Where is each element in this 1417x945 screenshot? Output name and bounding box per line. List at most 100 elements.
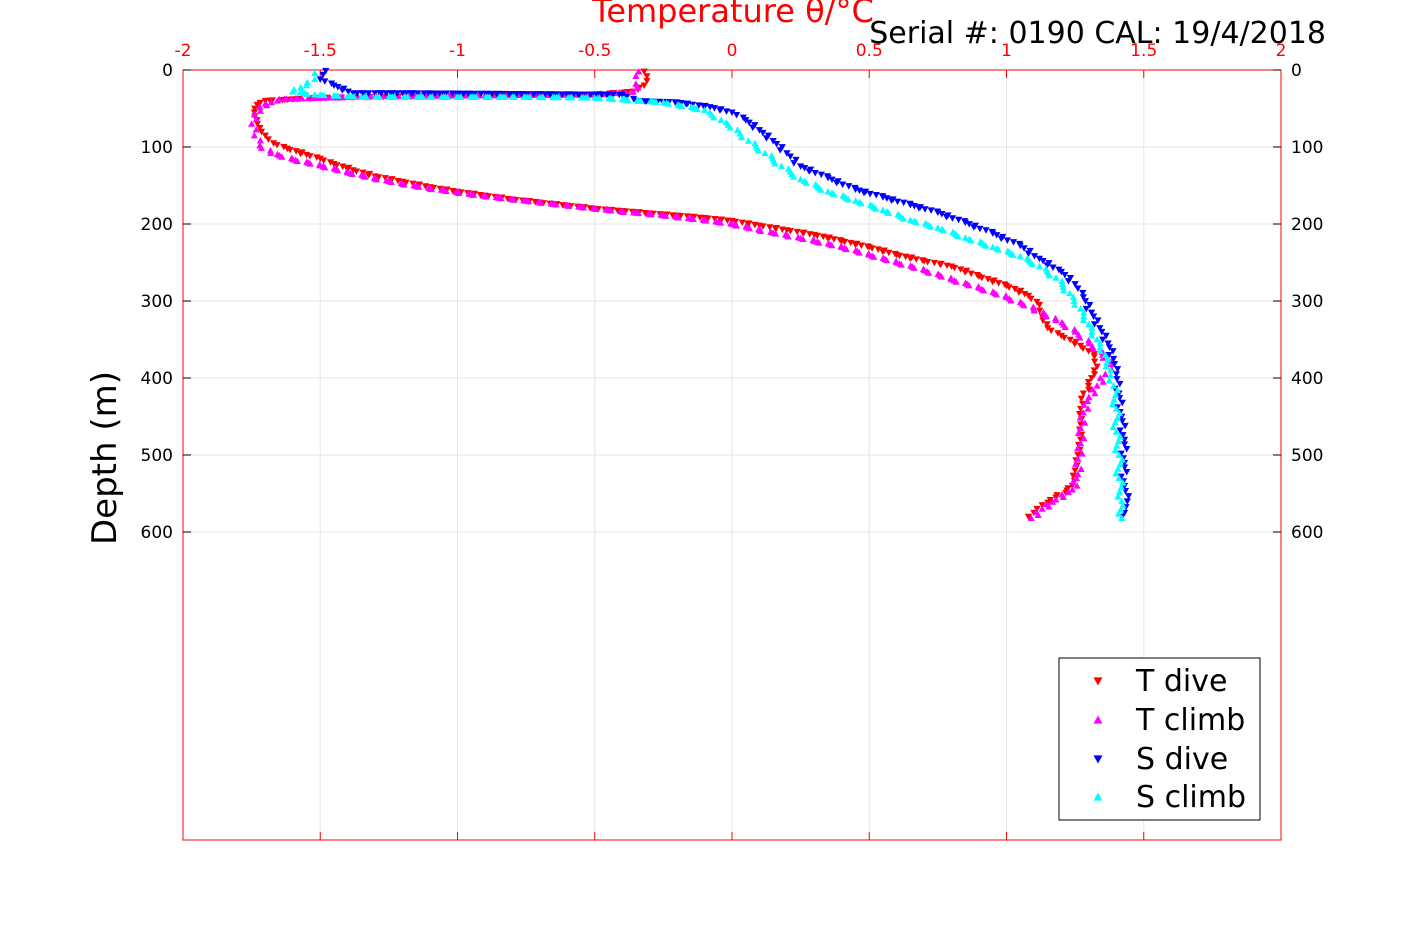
data-point [425,90,433,97]
data-point [1036,307,1044,315]
data-point [629,87,637,95]
data-point [1114,492,1122,500]
data-point [261,100,269,107]
data-point [1096,374,1104,381]
data-point [517,91,525,98]
y-tick-label-left: 400 [141,369,173,389]
data-point [1117,506,1125,513]
data-point [1080,308,1088,316]
data-point [286,146,294,154]
data-point [448,90,457,98]
x-tick-label: 0.5 [856,41,883,61]
data-point [465,190,473,197]
data-point [1121,422,1129,430]
data-point [400,93,408,100]
data-point [1104,355,1112,362]
data-point [1093,363,1101,371]
data-point [759,129,767,137]
data-point [1088,332,1096,339]
data-point [1078,450,1086,457]
y-tick-label-right: 0 [1291,61,1302,81]
data-point [907,262,915,269]
serial-annotation: Serial #: 0190 CAL: 19/4/2018 [869,16,1326,51]
y-tick-label-right: 400 [1291,369,1323,389]
data-point [851,241,859,249]
data-point [635,67,643,75]
data-point [942,213,950,221]
data-point [309,94,317,101]
data-point [330,91,338,99]
data-point [311,69,319,76]
data-point [1111,419,1119,426]
data-point [1085,386,1093,394]
legend-box [1058,657,1261,821]
x-tick-label: -1 [449,41,466,61]
data-point [1105,344,1114,351]
data-point [1080,401,1088,408]
data-point [618,91,626,99]
data-point [1112,391,1120,398]
data-point [978,274,986,282]
data-point [1113,386,1121,394]
data-point [1118,456,1126,463]
data-point [269,140,278,147]
data-point [492,193,500,201]
data-point [426,93,434,100]
data-point [738,219,746,227]
data-point [1096,339,1104,347]
data-point [387,90,395,97]
data-point [782,231,790,238]
data-point [727,219,735,227]
legend-label-s-climb: S climb [1136,780,1246,815]
data-point [1070,301,1079,308]
data-point [1079,409,1087,416]
data-point [376,90,384,97]
data-point [512,91,521,98]
data-point [1016,242,1024,250]
data-point [460,90,468,98]
y-tick-label-right: 300 [1291,292,1323,312]
data-point [1104,340,1112,347]
data-point [1090,313,1098,320]
data-point [657,211,665,218]
data-point [1035,255,1044,263]
data-point [794,233,802,241]
data-point [343,167,351,175]
data-point [1058,277,1066,284]
data-point [728,109,736,116]
data-point [535,93,543,101]
data-point [338,87,346,94]
data-point [632,72,640,80]
data-point [480,192,488,199]
data-point [1077,305,1085,312]
data-point [326,93,334,101]
data-point [1090,367,1098,374]
data-point [906,255,914,262]
data-point [292,148,300,155]
data-point [296,150,305,158]
data-point [1091,389,1099,397]
data-point [1110,395,1118,403]
data-point [530,91,538,98]
data-point [281,95,289,102]
x-tick-label: 2 [1276,41,1287,61]
data-point [252,126,260,133]
data-point [1096,347,1104,354]
data-point [839,192,847,199]
data-point [742,117,750,124]
data-point [1070,340,1079,348]
data-point [322,67,330,75]
data-point [541,91,549,98]
data-point [934,270,942,278]
data-point [893,198,902,206]
data-point [1119,432,1127,439]
data-point [733,126,742,133]
data-point [371,90,379,97]
data-point [1114,465,1122,472]
data-point [385,93,393,100]
data-point [1052,496,1060,503]
data-point [471,90,479,98]
data-point [824,188,832,195]
data-point [1060,334,1068,342]
